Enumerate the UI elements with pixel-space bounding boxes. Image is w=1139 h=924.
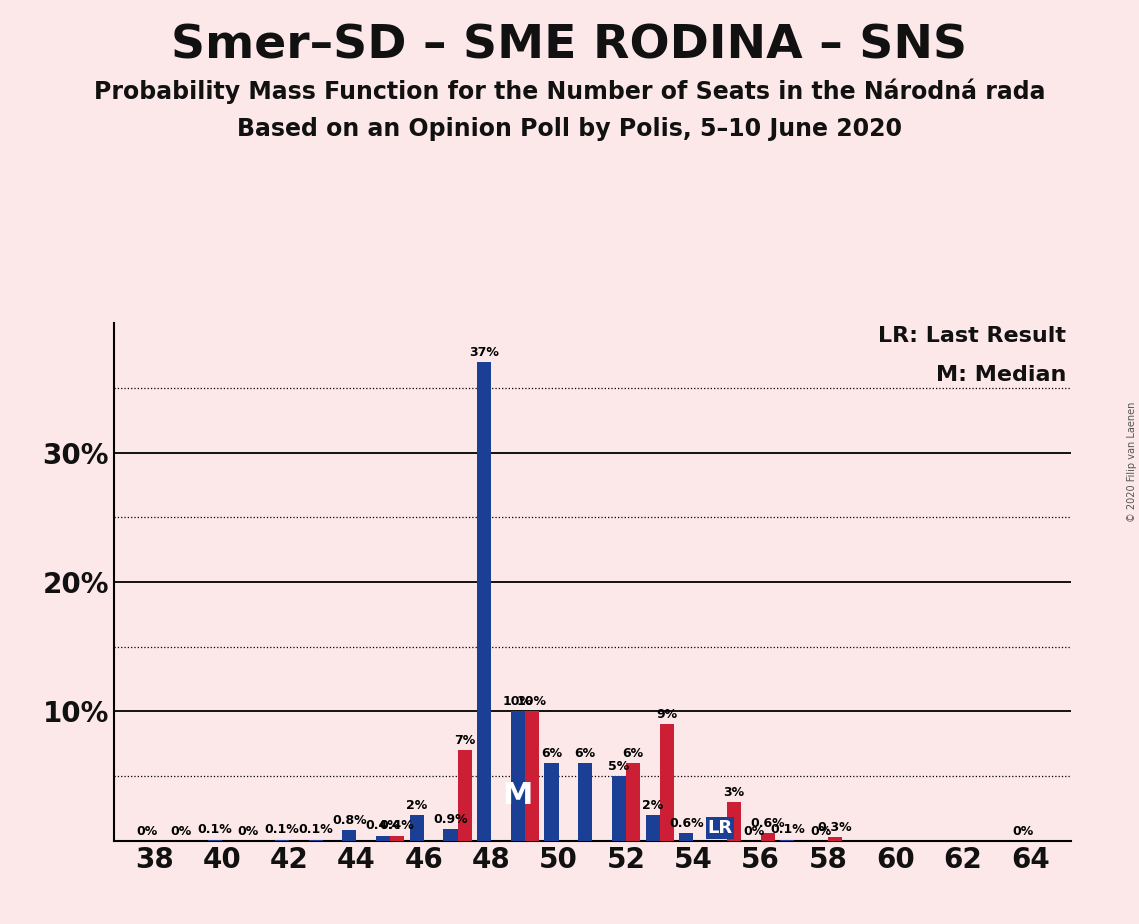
Text: 0.1%: 0.1% [298, 823, 333, 836]
Text: 0%: 0% [238, 824, 259, 837]
Text: LR: Last Result: LR: Last Result [878, 326, 1066, 346]
Bar [659, 724, 674, 841]
Text: Smer–SD – SME RODINA – SNS: Smer–SD – SME RODINA – SNS [172, 23, 967, 68]
Text: 0%: 0% [811, 824, 831, 837]
Text: Based on an Opinion Poll by Polis, 5–10 June 2020: Based on an Opinion Poll by Polis, 5–10 … [237, 117, 902, 141]
Text: 0.1%: 0.1% [197, 823, 232, 836]
Text: 0.1%: 0.1% [264, 823, 300, 836]
Text: 10%: 10% [502, 695, 533, 708]
Bar [828, 837, 842, 841]
Bar [376, 835, 391, 841]
Text: 0.6%: 0.6% [751, 817, 785, 830]
Text: 5%: 5% [608, 760, 630, 772]
Bar [646, 815, 659, 841]
Text: 6%: 6% [575, 747, 596, 760]
Text: 0.3%: 0.3% [818, 821, 852, 833]
Bar [391, 835, 404, 841]
Text: 0%: 0% [743, 824, 764, 837]
Text: M: Median: M: Median [935, 365, 1066, 384]
Text: 0.4%: 0.4% [379, 820, 415, 833]
Text: 10%: 10% [517, 695, 547, 708]
Text: 0%: 0% [710, 824, 730, 837]
Bar [612, 776, 626, 841]
Bar [761, 833, 775, 841]
Text: 0%: 0% [137, 824, 158, 837]
Bar [443, 829, 458, 841]
Bar [626, 763, 640, 841]
Text: 0.1%: 0.1% [770, 823, 805, 836]
Text: 2%: 2% [407, 798, 427, 811]
Text: 6%: 6% [623, 747, 644, 760]
Bar [274, 840, 289, 841]
Text: 0%: 0% [1013, 824, 1034, 837]
Text: 37%: 37% [469, 346, 499, 359]
Text: 0.4%: 0.4% [366, 820, 401, 833]
Bar [510, 711, 525, 841]
Bar [679, 833, 694, 841]
Text: 2%: 2% [642, 798, 663, 811]
Bar [579, 763, 592, 841]
Bar [727, 802, 741, 841]
Text: © 2020 Filip van Laenen: © 2020 Filip van Laenen [1126, 402, 1137, 522]
Bar [410, 815, 424, 841]
Text: Probability Mass Function for the Number of Seats in the Národná rada: Probability Mass Function for the Number… [93, 79, 1046, 104]
Text: 0.9%: 0.9% [433, 813, 468, 826]
Bar [458, 750, 472, 841]
Text: LR: LR [707, 819, 732, 837]
Bar [207, 840, 222, 841]
Text: 6%: 6% [541, 747, 562, 760]
Text: 0.6%: 0.6% [669, 817, 704, 830]
Text: 0%: 0% [171, 824, 191, 837]
Bar [780, 840, 794, 841]
Bar [544, 763, 558, 841]
Bar [343, 831, 357, 841]
Bar [525, 711, 539, 841]
Text: 0.8%: 0.8% [333, 814, 367, 827]
Text: M: M [502, 781, 533, 810]
Bar [309, 840, 322, 841]
Bar [477, 362, 491, 841]
Text: 9%: 9% [656, 708, 678, 721]
Text: 3%: 3% [723, 785, 745, 798]
Text: 7%: 7% [454, 734, 475, 747]
